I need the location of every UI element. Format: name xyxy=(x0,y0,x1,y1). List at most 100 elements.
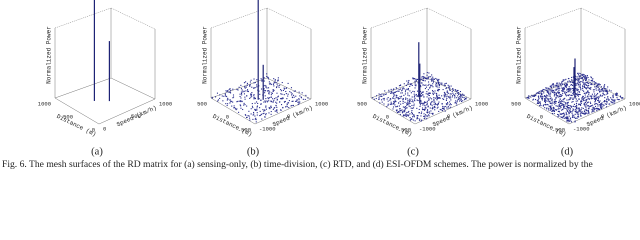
noise-dot xyxy=(427,105,429,107)
noise-dot xyxy=(580,112,582,114)
noise-dot xyxy=(439,97,441,99)
noise-dot xyxy=(403,115,405,117)
noise-dot xyxy=(266,101,269,103)
noise-dot xyxy=(437,106,439,108)
noise-dot xyxy=(277,95,279,97)
noise-dot xyxy=(579,75,581,77)
noise-dot xyxy=(548,93,550,95)
noise-dot xyxy=(391,92,393,94)
noise-dot xyxy=(417,117,419,120)
noise-dot xyxy=(270,100,272,102)
noise-dot xyxy=(268,98,270,100)
noise-dot xyxy=(555,92,557,94)
box-line xyxy=(580,7,626,30)
noise-dot xyxy=(386,106,388,108)
axis-line xyxy=(110,77,156,100)
noise-dot xyxy=(436,98,438,100)
noise-dot xyxy=(393,88,395,90)
noise-dot xyxy=(579,76,581,78)
noise-dot xyxy=(577,74,579,76)
noise-dot xyxy=(594,105,597,107)
x-tick-label: 0 xyxy=(386,113,389,120)
noise-dot xyxy=(572,97,574,99)
noise-dot xyxy=(551,110,553,112)
noise-dot xyxy=(390,88,392,90)
noise-dot xyxy=(396,106,398,108)
noise-dot xyxy=(452,87,454,90)
x-tick-label: 500 xyxy=(511,100,521,107)
noise-dot xyxy=(397,111,399,113)
noise-dot xyxy=(273,85,275,87)
noise-dot xyxy=(565,83,568,85)
noise-dot xyxy=(445,99,448,101)
noise-dot xyxy=(293,90,295,92)
noise-dot xyxy=(443,106,445,108)
noise-dot xyxy=(554,91,556,93)
noise-dot xyxy=(265,85,267,87)
noise-dot xyxy=(596,93,598,96)
noise-dot xyxy=(428,76,430,78)
noise-dot xyxy=(582,73,584,75)
noise-dot xyxy=(243,82,245,84)
noise-dot xyxy=(611,101,613,103)
noise-dot xyxy=(261,118,263,120)
noise-dot xyxy=(578,72,580,74)
noise-dot xyxy=(594,101,596,103)
noise-dot xyxy=(620,96,622,98)
noise-dot xyxy=(566,108,568,110)
noise-dot xyxy=(576,117,578,119)
axis-line xyxy=(568,98,626,125)
noise-dot xyxy=(423,115,425,117)
noise-dot xyxy=(573,94,575,96)
noise-dot xyxy=(622,97,624,99)
noise-dot xyxy=(435,84,437,86)
noise-dot xyxy=(539,93,541,95)
noise-dot xyxy=(558,114,560,116)
noise-dot xyxy=(261,79,263,81)
noise-dot xyxy=(256,84,258,86)
noise-dot xyxy=(239,93,241,95)
noise-dot xyxy=(569,89,571,91)
noise-dot xyxy=(427,81,430,83)
noise-dot xyxy=(539,95,542,97)
noise-dot xyxy=(445,87,447,90)
noise-dot xyxy=(264,84,266,87)
noise-dot xyxy=(401,109,403,111)
noise-dot xyxy=(421,95,423,97)
noise-dot xyxy=(291,94,293,96)
noise-dot xyxy=(420,86,422,88)
noise-dot xyxy=(217,100,219,102)
noise-dot xyxy=(254,97,256,99)
noise-dot xyxy=(276,109,278,112)
noise-dot xyxy=(432,78,434,80)
noise-dot xyxy=(600,107,602,109)
noise-dot xyxy=(594,86,596,88)
noise-dot xyxy=(267,87,270,89)
noise-dot xyxy=(546,107,548,109)
noise-dot xyxy=(397,98,400,100)
noise-dot xyxy=(395,97,397,99)
noise-dot xyxy=(375,97,377,100)
noise-dot xyxy=(554,101,556,103)
noise-dot xyxy=(402,99,404,101)
noise-dot xyxy=(562,90,564,92)
noise-dot xyxy=(537,95,539,97)
noise-dot xyxy=(588,108,590,110)
noise-dot xyxy=(567,88,569,90)
noise-dot xyxy=(211,97,213,99)
axis-line xyxy=(266,77,312,100)
noise-dot xyxy=(441,103,443,105)
noise-dot xyxy=(583,86,586,88)
noise-dot xyxy=(579,103,581,105)
noise-dot xyxy=(607,98,609,100)
noise-dot xyxy=(384,90,386,92)
noise-dot xyxy=(533,95,535,97)
noise-dot xyxy=(412,114,415,116)
noise-dot xyxy=(566,105,568,107)
noise-dot xyxy=(590,83,592,86)
noise-dot xyxy=(268,90,270,92)
noise-dot xyxy=(426,116,428,118)
noise-dot xyxy=(399,100,401,103)
noise-dot xyxy=(417,82,419,84)
noise-dot xyxy=(458,98,460,100)
